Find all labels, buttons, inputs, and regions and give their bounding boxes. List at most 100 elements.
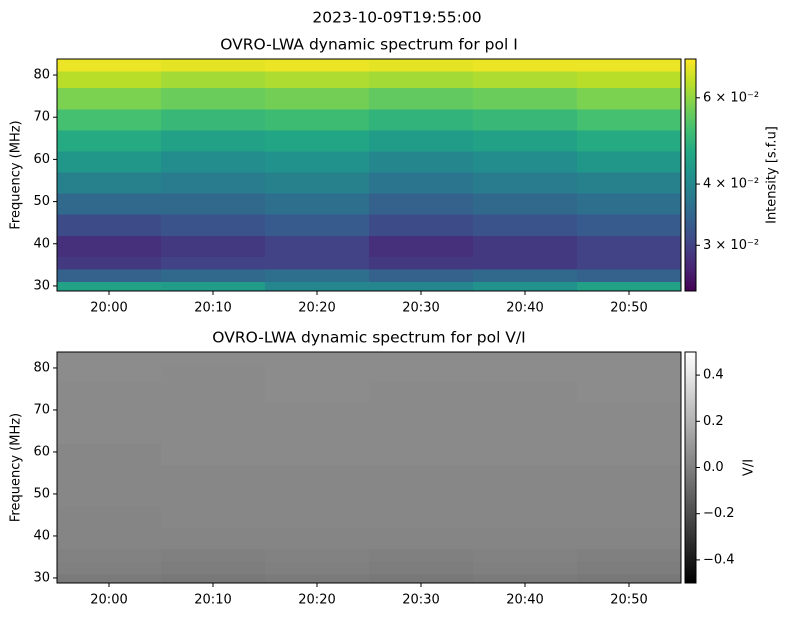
heatmap-cell xyxy=(161,561,266,575)
heatmap-cell xyxy=(577,527,682,550)
axes-frame xyxy=(56,351,682,584)
x-tick-label: 20:20 xyxy=(298,593,335,608)
heatmap-cell xyxy=(577,108,682,131)
heatmap-cell xyxy=(369,401,474,424)
heatmap-cell xyxy=(161,214,266,236)
y-tick-label: 60 xyxy=(33,444,50,459)
heatmap-cell xyxy=(161,485,266,508)
x-tick-label: 20:00 xyxy=(90,593,127,608)
y-tick-label: 60 xyxy=(33,152,50,167)
heatmap-cell xyxy=(577,193,682,215)
heatmap-cell xyxy=(369,59,474,72)
heatmap-cell xyxy=(161,172,266,194)
heatmap-cell xyxy=(57,108,162,131)
heatmap-cell xyxy=(265,235,370,257)
heatmap-cell xyxy=(369,506,474,529)
x-tick-label: 20:50 xyxy=(610,301,647,316)
heatmap-cell xyxy=(473,485,578,508)
heatmap-cell xyxy=(473,573,578,584)
heatmap-cell xyxy=(265,561,370,575)
heatmap-cell xyxy=(161,87,266,110)
y-tick-label: 40 xyxy=(33,236,50,251)
heatmap-cell xyxy=(369,172,474,194)
heatmap-cell xyxy=(577,443,682,466)
heatmap-cell xyxy=(57,352,162,365)
heatmap-cell xyxy=(369,193,474,215)
heatmap-cell xyxy=(161,70,266,89)
heatmap-cell xyxy=(369,561,474,575)
heatmap-cell xyxy=(369,281,474,292)
colorbar-label: Intensity [s.f.u] xyxy=(765,126,780,224)
heatmap-cell xyxy=(161,281,266,292)
heatmap-cell xyxy=(265,363,370,382)
heatmap-cell xyxy=(577,256,682,270)
heatmap-cell xyxy=(473,363,578,382)
heatmap-cell xyxy=(265,129,370,152)
colorbar-tick-label: −0.4 xyxy=(703,552,735,567)
heatmap-cell xyxy=(265,108,370,131)
heatmap-cell xyxy=(57,363,162,382)
heatmap-cell xyxy=(577,214,682,236)
heatmap-cell xyxy=(265,150,370,173)
x-tick-label: 20:20 xyxy=(298,301,335,316)
heatmap-cell xyxy=(577,464,682,487)
y-tick-label: 30 xyxy=(33,570,50,585)
heatmap-cell xyxy=(577,172,682,194)
heatmap-cell xyxy=(57,422,162,445)
colorbar xyxy=(685,59,696,291)
colorbar-frame xyxy=(684,58,697,292)
heatmap-cell xyxy=(577,281,682,292)
heatmap-cell xyxy=(161,380,266,403)
heatmap-cell xyxy=(161,256,266,270)
heatmap-cell xyxy=(161,443,266,466)
heatmap-cell xyxy=(577,150,682,173)
heatmap-cell xyxy=(161,573,266,584)
heatmap-cell xyxy=(57,59,162,72)
heatmap-cell xyxy=(265,443,370,466)
heatmap-cell xyxy=(57,87,162,110)
heatmap-cell xyxy=(369,129,474,152)
heatmap-cell xyxy=(369,527,474,550)
heatmap-cell xyxy=(57,401,162,424)
heatmap-cell xyxy=(369,235,474,257)
heatmap-cell xyxy=(577,573,682,584)
heatmap-cell xyxy=(473,561,578,575)
heatmap-cell xyxy=(161,108,266,131)
x-tick-label: 20:00 xyxy=(90,301,127,316)
heatmap-cell xyxy=(161,150,266,173)
heatmap-cell xyxy=(577,129,682,152)
heatmap-cell xyxy=(577,506,682,529)
heatmap-cell xyxy=(473,150,578,173)
heatmap-cell xyxy=(57,193,162,215)
heatmap-cell xyxy=(265,172,370,194)
heatmap-cell xyxy=(265,506,370,529)
heatmap-cell xyxy=(369,352,474,365)
heatmap-cell xyxy=(473,422,578,445)
heatmap-cell xyxy=(265,464,370,487)
heatmap-cell xyxy=(161,464,266,487)
axes-title: OVRO-LWA dynamic spectrum for pol I xyxy=(220,36,518,54)
heatmap-cell xyxy=(577,380,682,403)
heatmap-cell xyxy=(369,269,474,283)
heatmap-cell xyxy=(265,548,370,562)
heatmap-cell xyxy=(369,87,474,110)
heatmap-cell xyxy=(473,506,578,529)
heatmap-cell xyxy=(473,129,578,152)
heatmap-cell xyxy=(473,87,578,110)
y-axis-label: Frequency (MHz) xyxy=(9,120,24,229)
heatmap-cell xyxy=(161,401,266,424)
heatmap-cell xyxy=(265,422,370,445)
x-tick-label: 20:40 xyxy=(506,301,543,316)
heatmap-cell xyxy=(161,59,266,72)
heatmap-cell xyxy=(369,443,474,466)
heatmap-cell xyxy=(473,380,578,403)
heatmap-cell xyxy=(57,464,162,487)
heatmap-cell xyxy=(473,352,578,365)
heatmap-cell xyxy=(161,269,266,283)
heatmap-cell xyxy=(473,256,578,270)
heatmap-cell xyxy=(473,59,578,72)
heatmap-cell xyxy=(265,193,370,215)
x-tick-label: 20:10 xyxy=(194,593,231,608)
heatmap-cell xyxy=(577,561,682,575)
heatmap-cell xyxy=(369,573,474,584)
